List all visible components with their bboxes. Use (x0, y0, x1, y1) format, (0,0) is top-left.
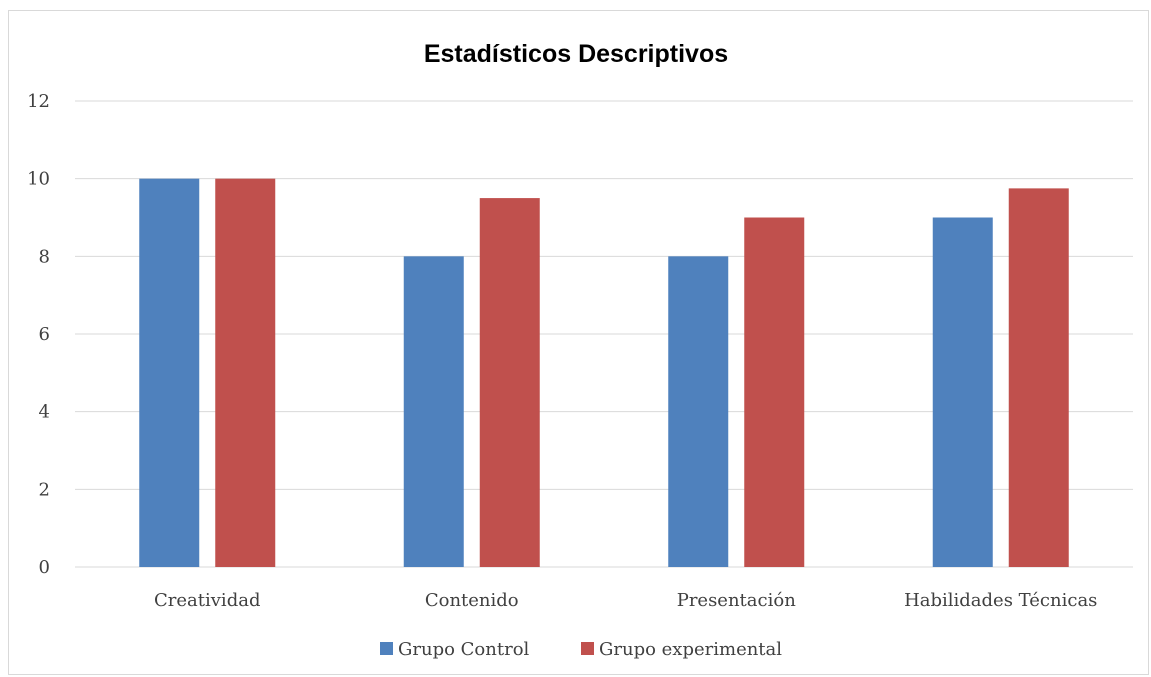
y-tick-label: 8 (39, 246, 50, 267)
x-category-label: Contenido (425, 590, 519, 611)
x-category-label: Presentación (677, 590, 796, 611)
bar-experimental (744, 217, 805, 567)
bar-experimental (479, 198, 540, 568)
x-category-label: Habilidades Técnicas (904, 590, 1097, 611)
y-tick-label: 10 (27, 169, 50, 190)
bar-control (668, 256, 729, 567)
legend-swatch (581, 642, 594, 655)
legend: Grupo Control Grupo experimental (380, 639, 782, 660)
y-axis-ticks: 0 2 4 6 8 10 12 (27, 91, 50, 578)
bar-experimental (215, 178, 276, 567)
y-tick-label: 12 (27, 91, 50, 112)
chart-title: Estadísticos Descriptivos (424, 40, 728, 68)
bar-experimental (1008, 188, 1069, 567)
y-tick-label: 0 (39, 557, 50, 578)
y-tick-label: 2 (39, 479, 50, 500)
y-tick-label: 6 (39, 324, 50, 345)
bar-control (403, 256, 464, 567)
x-category-label: Creatividad (154, 590, 260, 611)
legend-label: Grupo Control (398, 639, 530, 660)
bars (139, 178, 1069, 568)
legend-label: Grupo experimental (599, 639, 782, 660)
bar-control (139, 178, 200, 567)
legend-swatch (380, 642, 393, 655)
y-tick-label: 4 (39, 402, 50, 423)
bar-control (932, 217, 993, 567)
x-axis-categories: Creatividad Contenido Presentación Habilida… (154, 590, 1097, 611)
